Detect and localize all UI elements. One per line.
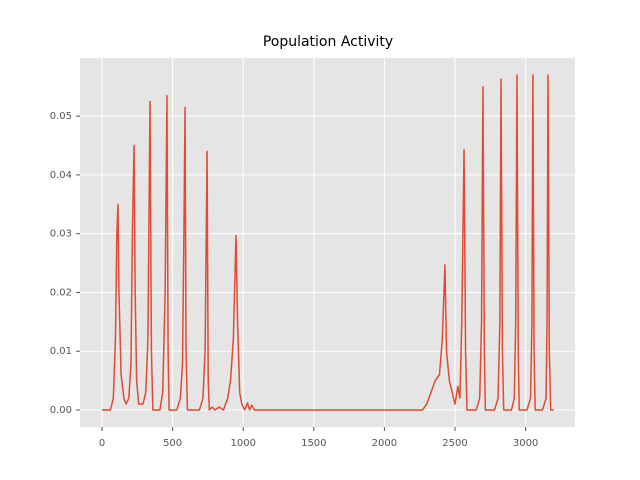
x-tick-label: 0 — [99, 438, 105, 449]
x-tick-label: 1000 — [230, 438, 255, 449]
y-tick-label: 0.05 — [50, 111, 72, 122]
x-tick-label: 500 — [163, 438, 182, 449]
x-tick-label: 2000 — [372, 438, 397, 449]
plot-area — [80, 58, 575, 427]
x-tick-label: 3000 — [513, 438, 538, 449]
y-tick-label: 0.00 — [50, 405, 72, 416]
y-tick-label: 0.04 — [50, 170, 72, 181]
y-tick-label: 0.01 — [50, 346, 72, 357]
x-tick-label: 1500 — [301, 438, 326, 449]
data-line — [102, 74, 554, 411]
y-tick-label: 0.02 — [50, 287, 72, 298]
y-tick-label: 0.03 — [50, 229, 72, 240]
chart-title: Population Activity — [263, 34, 393, 50]
x-tick-label: 2500 — [442, 438, 467, 449]
